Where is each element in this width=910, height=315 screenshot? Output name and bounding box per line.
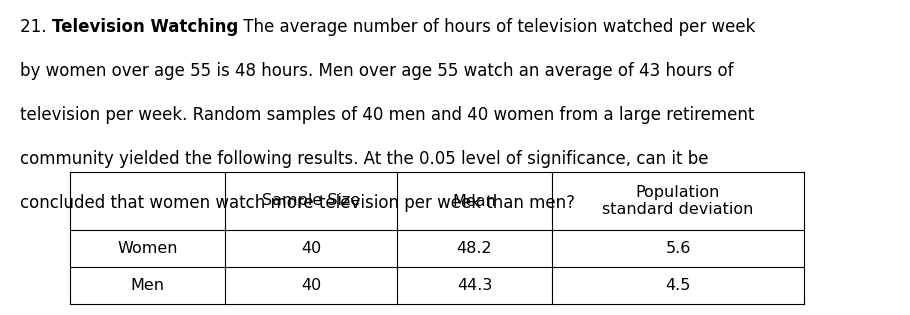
- Text: Women: Women: [117, 241, 177, 256]
- Text: by women over age 55 is 48 hours. Men over age 55 watch an average of 43 hours o: by women over age 55 is 48 hours. Men ov…: [20, 62, 733, 80]
- Text: Population
standard deviation: Population standard deviation: [602, 185, 753, 217]
- Text: 4.5: 4.5: [665, 278, 691, 293]
- Text: television per week. Random samples of 40 men and 40 women from a large retireme: television per week. Random samples of 4…: [20, 106, 754, 124]
- Text: concluded that women watch more television per week than men?: concluded that women watch more televisi…: [20, 194, 575, 212]
- Text: Men: Men: [130, 278, 165, 293]
- Text: Television Watching: Television Watching: [52, 18, 238, 36]
- Text: 5.6: 5.6: [665, 241, 691, 256]
- Text: Mean: Mean: [452, 193, 497, 209]
- Text: Sample Size: Sample Size: [262, 193, 360, 209]
- Text: 48.2: 48.2: [457, 241, 492, 256]
- Text: The average number of hours of television watched per week: The average number of hours of televisio…: [238, 18, 755, 36]
- Text: 40: 40: [301, 241, 321, 256]
- Text: 40: 40: [301, 278, 321, 293]
- Text: 44.3: 44.3: [457, 278, 492, 293]
- Text: community yielded the following results. At the 0.05 level of significance, can : community yielded the following results.…: [20, 150, 709, 168]
- Text: 21.: 21.: [20, 18, 52, 36]
